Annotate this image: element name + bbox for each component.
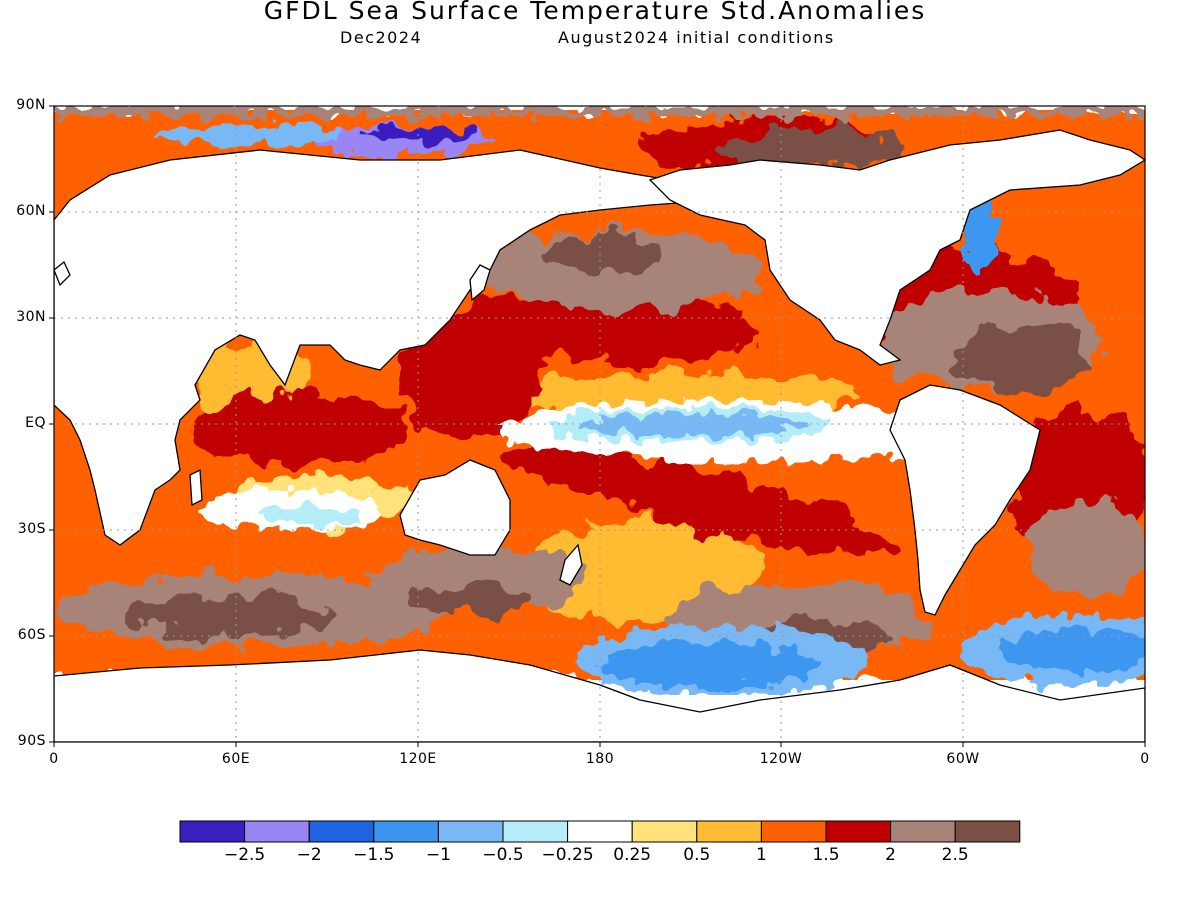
colorbar-tick-label: 0.25 — [613, 845, 652, 865]
lon-label-60w: 60W — [946, 751, 980, 767]
colorbar-swatch — [825, 820, 892, 843]
antarctica — [54, 649, 1145, 742]
japan — [469, 264, 491, 302]
lat-label-30s: 30S — [17, 521, 46, 537]
lon-label-120w: 120W — [759, 751, 803, 767]
colorbar-swatch — [954, 820, 1021, 843]
colorbar-tick-label: 0.5 — [683, 845, 711, 865]
lon-label-120e: 120E — [399, 751, 437, 767]
colorbar-tick-label: −1.5 — [353, 845, 395, 865]
south-america — [889, 384, 1041, 616]
lat-label-30n: 30N — [16, 309, 46, 325]
colorbar-tick-label: −2 — [296, 845, 322, 865]
colorbar-tick-label: −2.5 — [223, 845, 266, 865]
lat-label-eq: EQ — [25, 415, 46, 431]
lon-label-0: 0 — [49, 751, 59, 767]
colorbar-tick-label: 2.5 — [941, 845, 969, 865]
forecast-month-label: Dec2024 — [340, 28, 423, 47]
colorbar-tick-label: −0.5 — [482, 845, 524, 865]
colorbar-tick-label: 1 — [755, 845, 767, 865]
colorbar-tick-label: 2 — [885, 845, 897, 865]
lon-label-60e: 60E — [221, 751, 251, 767]
colorbar-swatch — [179, 820, 246, 843]
colorbar-swatch — [631, 820, 698, 843]
colorbar — [179, 820, 1021, 843]
graticule — [54, 106, 1145, 742]
colorbar-tick-label: −0.25 — [541, 845, 594, 865]
map-title: GFDL Sea Surface Temperature Std.Anomali… — [263, 0, 927, 25]
colorbar-swatch — [308, 820, 375, 843]
north-america — [648, 129, 1145, 366]
colorbar-swatch — [760, 820, 827, 843]
initial-conditions-label: August2024 initial conditions — [558, 28, 835, 47]
plot-frame — [49, 105, 1146, 747]
new-zealand — [559, 543, 583, 586]
colorbar-swatch — [437, 820, 504, 843]
colorbar-swatch — [502, 820, 569, 843]
landmasses — [54, 129, 1145, 742]
lat-label-90n: 90N — [16, 97, 46, 113]
uk — [54, 260, 71, 287]
lat-label-60n: 60N — [16, 203, 46, 219]
eurasia-africa — [54, 149, 743, 546]
colorbar-tick-label: 1.5 — [812, 845, 840, 865]
colorbar-swatch — [244, 820, 310, 843]
lon-label-180: 180 — [585, 751, 615, 767]
lon-label-0-east: 0 — [1140, 751, 1150, 767]
colorbar-swatch — [373, 820, 439, 843]
colorbar-tick-label: −1 — [425, 845, 451, 865]
lat-label-90s: 90S — [17, 733, 46, 749]
colorbar-swatch — [890, 820, 956, 843]
colorbar-swatch — [567, 820, 633, 843]
madagascar — [189, 468, 203, 507]
colorbar-swatch — [696, 820, 762, 843]
lat-label-60s: 60S — [17, 627, 46, 643]
